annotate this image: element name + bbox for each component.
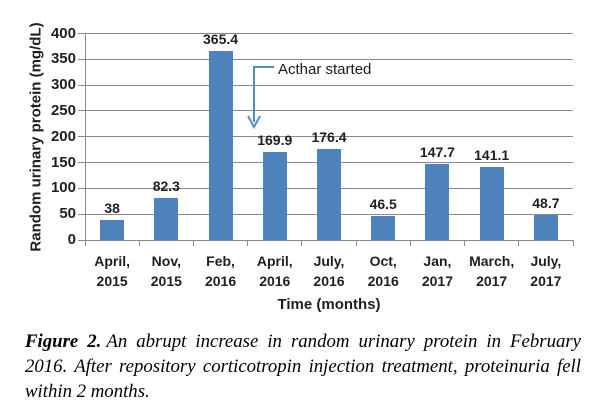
x-tick-label: Oct, 2016: [367, 253, 399, 289]
y-tick-mark: [78, 162, 85, 164]
y-tick-label: 0: [67, 231, 76, 248]
x-tick-mark: [84, 240, 86, 246]
x-tick-mark: [572, 240, 574, 246]
x-tick-mark: [192, 240, 194, 246]
y-tick-label: 400: [50, 24, 76, 42]
bar: [262, 152, 287, 240]
y-axis-line: [85, 33, 86, 246]
bar: [371, 215, 396, 240]
bar: [425, 163, 450, 240]
bar-value-label: 48.7: [532, 194, 560, 211]
figure-caption-label: Figure 2.: [25, 331, 102, 352]
bar: [533, 214, 558, 240]
x-axis-title: Time (months): [277, 296, 381, 313]
y-tick-label: 150: [50, 153, 76, 171]
figure-caption: Figure 2. An abrupt increase in random ur…: [25, 329, 581, 404]
x-tick-mark: [138, 240, 140, 246]
y-tick-label: 350: [50, 50, 76, 68]
gridline: [85, 110, 573, 112]
x-tick-mark: [409, 240, 411, 246]
bar-chart: Random urinary protein (mg/dL) 0 50 100 150…: [28, 22, 574, 313]
bar: [154, 197, 179, 240]
gridline: [85, 136, 573, 138]
x-tick-label: July, 2017: [530, 253, 562, 289]
x-tick-mark: [301, 240, 303, 246]
bar: [100, 220, 125, 240]
y-tick-mark: [78, 187, 85, 189]
bar-value-label: 46.5: [369, 195, 397, 212]
x-tick-label: Nov, 2015: [150, 253, 182, 289]
bar: [317, 148, 341, 240]
bar: [208, 51, 233, 240]
y-tick-mark: [78, 213, 85, 215]
y-tick-label: 50: [59, 205, 76, 223]
bar-value-label: 82.3: [152, 177, 180, 194]
gridline: [85, 239, 573, 241]
x-tick-mark: [247, 240, 249, 246]
y-tick-mark: [78, 136, 85, 138]
gridline: [85, 58, 573, 60]
y-tick-mark: [78, 84, 85, 86]
x-tick-label: March, 2017: [469, 253, 515, 289]
y-tick-mark: [78, 33, 85, 34]
x-tick-label: Feb, 2016: [204, 253, 237, 289]
bar-value-label: 365.4: [203, 31, 239, 48]
annotation-label: Acthar started: [278, 61, 372, 78]
bar-value-label: 38: [104, 200, 120, 217]
y-tick-label: 300: [50, 76, 76, 94]
x-tick-label: April, 2016: [256, 253, 293, 289]
bar: [479, 167, 504, 240]
figure-caption-text: An abrupt increase in random urinary pro…: [25, 331, 581, 402]
x-tick-mark: [518, 240, 520, 246]
gridline: [85, 84, 573, 86]
bar-value-label: 141.1: [474, 147, 510, 164]
bar-value-label: 176.4: [311, 128, 347, 145]
y-tick-mark: [78, 110, 85, 112]
y-tick-label: 100: [50, 179, 76, 197]
gridline: [85, 33, 573, 34]
y-tick-mark: [78, 239, 85, 241]
bar-value-label: 169.9: [257, 132, 293, 149]
x-tick-label: April, 2015: [94, 253, 130, 289]
y-tick-mark: [78, 58, 85, 60]
x-tick-label: Jan, 2017: [421, 253, 454, 289]
x-tick-mark: [464, 240, 466, 246]
bar-value-label: 147.7: [419, 143, 455, 160]
x-tick-mark: [355, 240, 357, 246]
y-tick-label: 200: [50, 127, 76, 145]
y-tick-label: 250: [50, 101, 76, 119]
x-tick-label: July, 2016: [313, 253, 345, 289]
